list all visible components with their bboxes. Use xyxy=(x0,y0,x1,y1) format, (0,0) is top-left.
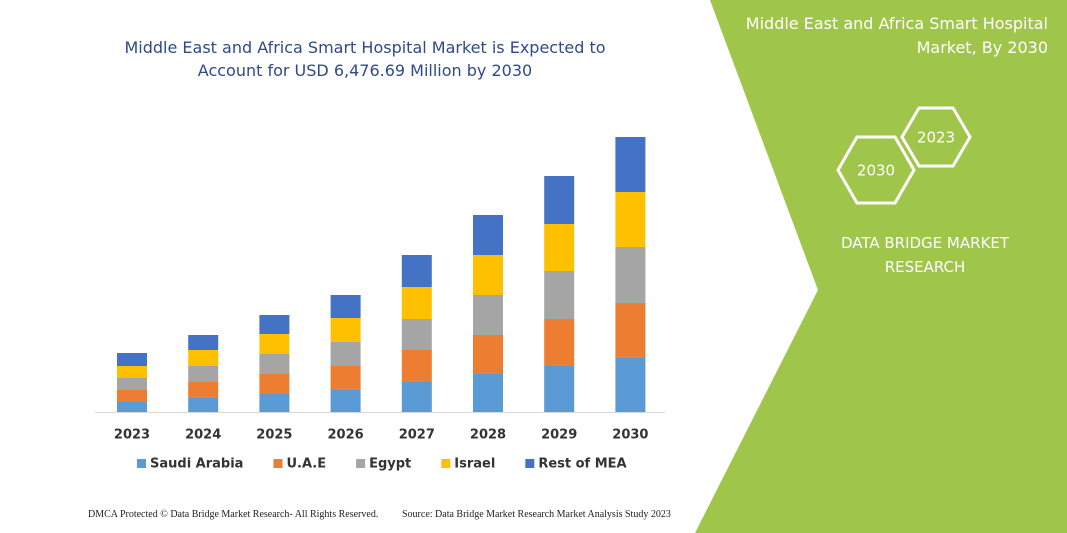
x-tick-label: 2028 xyxy=(470,428,506,443)
bar-segment xyxy=(401,319,432,350)
bar-segment xyxy=(188,398,219,412)
bar-segment xyxy=(473,295,503,335)
legend-swatch xyxy=(525,459,535,468)
legend-swatch xyxy=(441,459,451,468)
bar-segment xyxy=(330,318,361,342)
x-tick-label: 2024 xyxy=(185,428,221,443)
bar-segment xyxy=(473,255,503,295)
side-panel xyxy=(695,0,1067,533)
bar-segment xyxy=(259,354,290,374)
legend-swatch xyxy=(356,459,366,468)
hexagon xyxy=(900,106,972,168)
bar-segment xyxy=(330,342,361,366)
bar-segment xyxy=(330,366,361,390)
bar-segment xyxy=(259,334,290,354)
bar-segment xyxy=(401,255,432,287)
bar-segment xyxy=(188,350,219,366)
x-tick-label: 2026 xyxy=(328,428,364,443)
bar-segment xyxy=(544,224,575,271)
legend-swatch xyxy=(273,459,283,468)
legend-label: Saudi Arabia xyxy=(150,457,243,472)
bar-segment xyxy=(117,402,147,412)
bar-segment xyxy=(330,295,361,318)
hexagon-label: 2023 xyxy=(917,129,955,147)
x-tick-label: 2029 xyxy=(541,428,577,443)
legend-label: U.A.E xyxy=(286,457,326,472)
bar-segment xyxy=(615,303,646,358)
bar-segment xyxy=(615,137,646,192)
bar-segment xyxy=(117,390,147,402)
hexagon-label: 2030 xyxy=(857,162,895,180)
bar-segment xyxy=(401,382,432,412)
bar-segment xyxy=(330,390,361,412)
bar-segment xyxy=(401,350,432,382)
x-tick-label: 2030 xyxy=(612,428,648,443)
x-tick-label: 2025 xyxy=(256,428,292,443)
hexagon xyxy=(836,135,916,205)
legend-label: Egypt xyxy=(369,457,411,472)
bar-segment xyxy=(615,247,646,303)
bar-segment xyxy=(473,335,503,374)
panel-title: Middle East and Africa Smart Hospital Ma… xyxy=(745,14,1048,57)
bar-segment xyxy=(259,394,290,412)
bar-segment xyxy=(188,335,219,350)
bar-segment xyxy=(117,378,147,390)
bar-segment xyxy=(188,366,219,382)
bar-segment xyxy=(544,366,575,412)
bar-segment xyxy=(117,353,147,366)
bar-segment xyxy=(544,271,575,319)
legend-label: Israel xyxy=(454,457,495,472)
bar-segment xyxy=(188,382,219,398)
chart-title: Middle East and Africa Smart Hospital Ma… xyxy=(124,38,606,80)
bar-segment xyxy=(473,215,503,255)
legend-label: Rest of MEA xyxy=(538,457,626,472)
bar-segment xyxy=(117,366,147,378)
bar-segment xyxy=(473,374,503,412)
bar-segment xyxy=(615,358,646,412)
bar-segment xyxy=(544,319,575,366)
x-tick-label: 2027 xyxy=(399,428,435,443)
bar-segment xyxy=(401,287,432,319)
bar-segment xyxy=(544,176,575,224)
legend-swatch xyxy=(137,459,146,468)
footer-right: Source: Data Bridge Market Research Mark… xyxy=(402,509,671,520)
brand: DATA BRIDGE MARKET RESEARCH xyxy=(840,234,1010,276)
footer-left: DMCA Protected © Data Bridge Market Rese… xyxy=(88,509,379,520)
x-tick-label: 2023 xyxy=(114,428,150,443)
bar-segment xyxy=(615,192,646,247)
bar-segment xyxy=(259,374,290,394)
bar-segment xyxy=(259,315,290,334)
